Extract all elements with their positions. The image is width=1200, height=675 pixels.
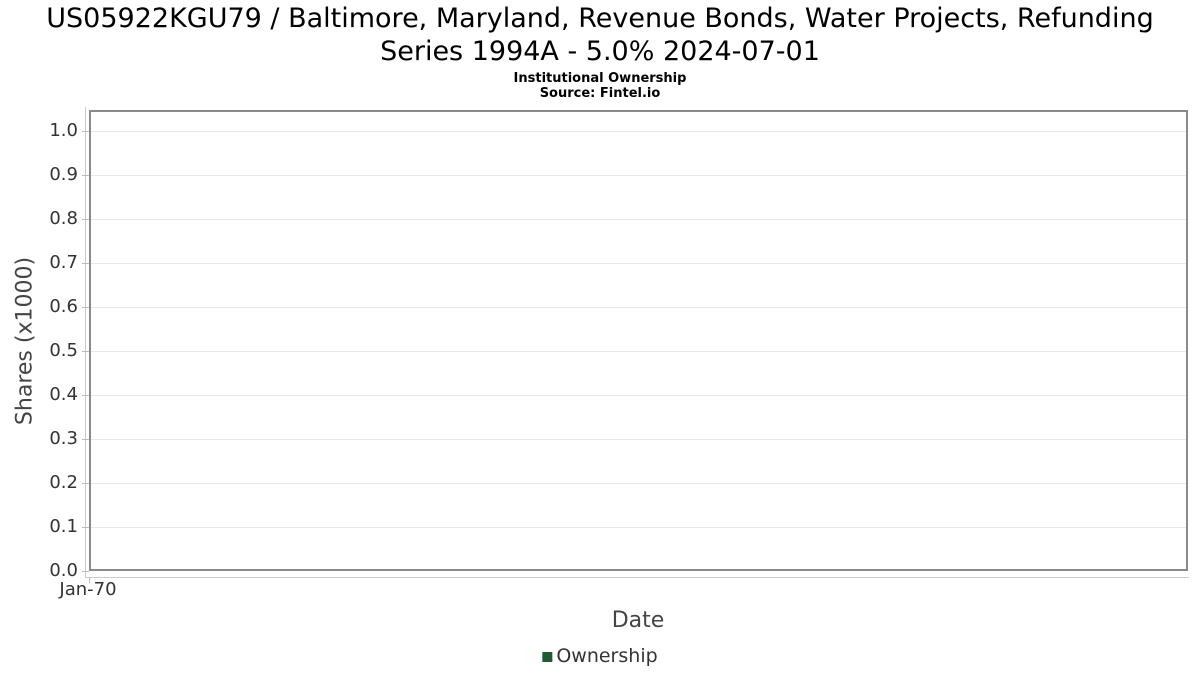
y-gridline [91,395,1186,396]
chart-source-label: Source: Fintel.io [539,86,661,101]
chart-subtitle: Institutional Ownership [513,71,687,86]
y-tick-label: 0.0 [49,560,78,581]
plot-border [89,110,1188,571]
y-axis-line [85,107,86,578]
y-tick-label: 1.0 [49,120,78,141]
y-tick-mark [82,571,89,572]
y-tick-label: 0.8 [49,208,78,229]
y-tick-mark [82,131,89,132]
legend: Ownership [542,645,658,668]
x-tick-label: Jan-70 [59,579,117,600]
y-tick-label: 0.1 [49,516,78,537]
y-tick-label: 0.4 [49,384,78,405]
y-gridline [91,175,1186,176]
legend-item-ownership[interactable]: Ownership [542,645,658,668]
y-tick-mark [82,307,89,308]
chart-title-line1: US05922KGU79 / Baltimore, Maryland, Reve… [46,3,1154,34]
y-tick-mark [82,351,89,352]
y-tick-label: 0.9 [49,164,78,185]
y-tick-mark [82,439,89,440]
y-tick-mark [82,219,89,220]
y-tick-label: 0.3 [49,428,78,449]
legend-label: Ownership [556,645,658,667]
y-gridline [91,131,1186,132]
chart-header: US05922KGU79 / Baltimore, Maryland, Reve… [0,0,1200,101]
legend-marker-square-icon [542,651,553,662]
y-tick-label: 0.7 [49,252,78,273]
x-tick-mark [89,577,90,583]
x-axis-line [85,577,1189,578]
y-gridline [91,439,1186,440]
chart-title: US05922KGU79 / Baltimore, Maryland, Reve… [0,0,1200,68]
x-axis-title: Date [611,608,665,633]
y-gridline [91,351,1186,352]
y-gridline [91,307,1186,308]
y-tick-mark [82,527,89,528]
y-tick-mark [82,263,89,264]
y-gridline [91,263,1186,264]
y-tick-mark [82,395,89,396]
y-tick-label: 0.6 [49,296,78,317]
y-tick-mark [82,175,89,176]
y-gridline [91,483,1186,484]
y-gridline [91,527,1186,528]
y-tick-label: 0.5 [49,340,78,361]
chart-title-line2: Series 1994A - 5.0% 2024-07-01 [380,36,820,67]
y-tick-mark [82,483,89,484]
y-tick-label: 0.2 [49,472,78,493]
y-axis-title: Shares (x1000) [12,256,38,426]
y-gridline [91,219,1186,220]
